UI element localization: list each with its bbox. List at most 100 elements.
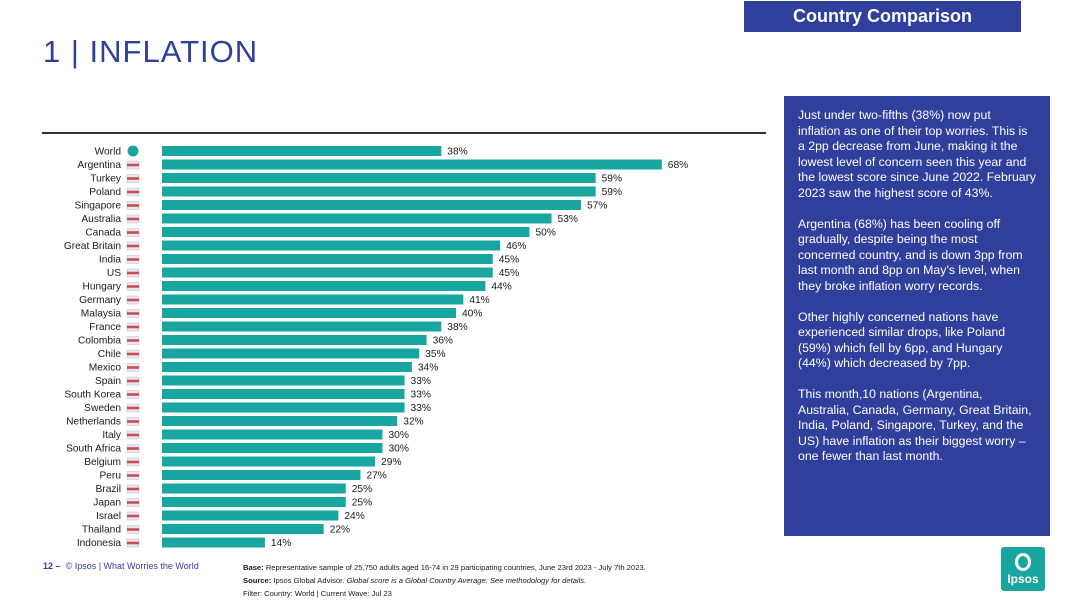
- bar-us: [162, 268, 493, 278]
- bar-mexico: [162, 362, 412, 372]
- flag-stripe-brazil: [127, 488, 139, 491]
- base-label: Base:: [243, 563, 264, 572]
- category-label-mexico: Mexico: [89, 363, 122, 374]
- footer-source-line: © Ipsos | What Worries the World: [66, 561, 199, 571]
- category-label-brazil: Brazil: [96, 484, 121, 495]
- value-label-world: 38%: [447, 147, 467, 158]
- bar-south-korea: [162, 389, 405, 399]
- category-label-south-korea: South Korea: [64, 390, 121, 401]
- bar-world: [162, 146, 441, 156]
- bar-france: [162, 322, 441, 332]
- flag-stripe-south-africa: [127, 447, 139, 450]
- info-paragraph-2: Argentina (68%) has been cooling off gra…: [798, 217, 1036, 295]
- category-label-great-britain: Great Britain: [64, 241, 121, 252]
- bar-poland: [162, 187, 596, 197]
- value-label-belgium: 29%: [381, 457, 401, 468]
- category-label-indonesia: Indonesia: [77, 538, 122, 549]
- bar-hungary: [162, 281, 485, 291]
- section-tag: Country Comparison: [744, 1, 1021, 32]
- bar-belgium: [162, 457, 375, 467]
- value-label-france: 38%: [447, 322, 467, 333]
- ipsos-logo: Ipsos: [1001, 547, 1045, 591]
- bar-argentina: [162, 160, 662, 170]
- value-label-chile: 35%: [425, 349, 445, 360]
- value-label-singapore: 57%: [587, 201, 607, 212]
- bar-peru: [162, 470, 360, 480]
- footer-base: Base: Representative sample of 25,750 ad…: [243, 561, 646, 574]
- flag-stripe-indonesia: [127, 542, 139, 545]
- flag-stripe-poland: [127, 191, 139, 194]
- category-label-south-africa: South Africa: [66, 444, 121, 455]
- category-label-india: India: [99, 255, 121, 266]
- source-text: Ipsos Global Advisor.: [273, 576, 344, 585]
- flag-stripe-italy: [127, 434, 139, 437]
- value-label-canada: 50%: [536, 228, 556, 239]
- flag-stripe-australia: [127, 218, 139, 221]
- value-label-italy: 30%: [389, 430, 409, 441]
- logo-text: Ipsos: [1007, 572, 1038, 586]
- value-label-hungary: 44%: [491, 282, 511, 293]
- flag-stripe-south-korea: [127, 393, 139, 396]
- value-label-malaysia: 40%: [462, 309, 482, 320]
- flag-stripe-canada: [127, 231, 139, 234]
- value-label-colombia: 36%: [433, 336, 453, 347]
- flag-stripe-great-britain: [127, 245, 139, 248]
- category-label-hungary: Hungary: [82, 282, 121, 293]
- bar-malaysia: [162, 308, 456, 318]
- bar-netherlands: [162, 416, 397, 426]
- value-label-israel: 24%: [344, 511, 364, 522]
- value-label-sweden: 33%: [411, 403, 431, 414]
- value-label-turkey: 59%: [602, 174, 622, 185]
- flag-stripe-sweden: [127, 407, 139, 410]
- category-label-israel: Israel: [96, 511, 121, 522]
- bar-canada: [162, 227, 530, 237]
- category-label-france: France: [89, 322, 121, 333]
- flag-stripe-malaysia: [127, 312, 139, 315]
- flag-stripe-japan: [127, 501, 139, 504]
- footer-notes: Base: Representative sample of 25,750 ad…: [243, 561, 646, 600]
- base-text: Representative sample of 25,750 adults a…: [266, 563, 646, 572]
- bar-sweden: [162, 403, 405, 413]
- value-label-great-britain: 46%: [506, 241, 526, 252]
- category-label-sweden: Sweden: [84, 403, 121, 414]
- category-label-belgium: Belgium: [84, 457, 121, 468]
- value-label-netherlands: 32%: [403, 417, 423, 428]
- category-label-us: US: [107, 268, 121, 279]
- category-label-malaysia: Malaysia: [81, 309, 122, 320]
- page-number: 12: [43, 561, 53, 571]
- flag-stripe-israel: [127, 515, 139, 518]
- flag-stripe-turkey: [127, 177, 139, 180]
- flag-stripe-hungary: [127, 285, 139, 288]
- bar-israel: [162, 511, 338, 521]
- flag-stripe-belgium: [127, 461, 139, 464]
- category-label-thailand: Thailand: [82, 525, 121, 536]
- footer-filter: Filter: Country: World | Current Wave: J…: [243, 587, 646, 600]
- category-label-argentina: Argentina: [77, 160, 121, 171]
- flag-stripe-germany: [127, 299, 139, 302]
- flag-stripe-chile: [127, 353, 139, 356]
- bar-brazil: [162, 484, 346, 494]
- bar-chile: [162, 349, 419, 359]
- category-label-world: World: [95, 147, 122, 158]
- bar-indonesia: [162, 538, 265, 548]
- bar-south-africa: [162, 443, 383, 453]
- inflation-bar-chart: World 38% Argentina 68% Turkey 59% Poland 59% Si…: [0, 0, 780, 560]
- bar-japan: [162, 497, 346, 507]
- value-label-peru: 27%: [366, 471, 386, 482]
- flag-stripe-india: [127, 258, 139, 261]
- value-label-indonesia: 14%: [271, 538, 291, 549]
- flag-stripe-thailand: [127, 528, 139, 531]
- flag-stripe-argentina: [127, 164, 139, 167]
- footer-page-info: 12 – © Ipsos | What Worries the World: [43, 561, 199, 571]
- page-dash: –: [56, 561, 61, 571]
- category-label-germany: Germany: [79, 295, 122, 306]
- info-paragraph-1: Just under two-fifths (38%) now put infl…: [798, 108, 1036, 201]
- flag-stripe-colombia: [127, 339, 139, 342]
- info-paragraph-4: This month,10 nations (Argentina, Austra…: [798, 387, 1036, 465]
- flag-stripe-netherlands: [127, 420, 139, 423]
- chart-svg: World 38%Argentina 68%Turkey 59%Poland 59%Si…: [0, 0, 780, 560]
- flag-stripe-spain: [127, 380, 139, 383]
- flag-stripe-mexico: [127, 366, 139, 369]
- bar-singapore: [162, 200, 581, 210]
- value-label-brazil: 25%: [352, 484, 372, 495]
